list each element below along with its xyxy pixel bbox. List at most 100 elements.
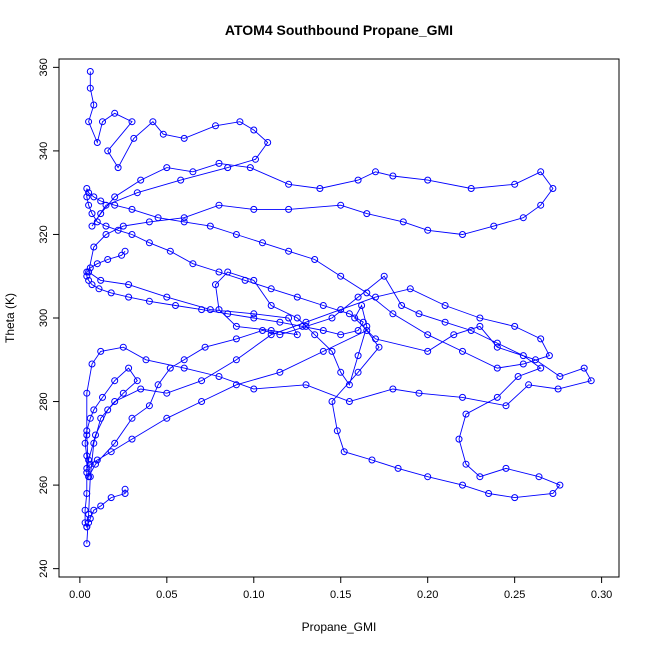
data-point [163,164,171,172]
data-point [215,373,223,380]
data-point [121,490,129,497]
data-point [363,322,371,330]
x-tick-label: 0.10 [243,589,264,601]
data-point [177,176,185,184]
data-point [354,352,362,360]
data-point [511,322,519,330]
data-point [476,314,484,322]
data-point [93,260,101,268]
data-point [264,139,272,146]
data-point [85,510,93,518]
data-point [519,352,527,360]
data-point [525,381,533,389]
data-point [111,201,119,209]
y-axis: 240 260 280 300 320 340 360 [38,58,60,578]
data-point [293,331,301,339]
data-point [519,360,527,368]
y-tick-label: 280 [38,392,50,410]
data-point [180,218,188,226]
data-point [372,335,379,343]
data-point [119,343,127,351]
data-point [441,318,449,326]
series-line [84,71,592,529]
y-axis-label: Theta (K) [3,293,17,343]
data-point [549,185,557,192]
data-point [97,502,105,510]
data-point [359,318,367,326]
data-point [319,302,327,309]
data-point [189,260,197,268]
data-point [93,456,101,464]
data-point [93,139,101,146]
data-point [535,473,543,481]
y-tick-label: 260 [38,476,50,494]
data-point [556,373,564,380]
data-point [493,343,501,351]
data-point [354,368,362,376]
data-point [424,347,432,355]
data-point [128,205,136,213]
data-point [250,205,258,213]
data-point [97,197,105,205]
data-point [389,172,397,180]
data-point [493,364,501,372]
data-point [189,168,197,176]
data-point [142,356,150,364]
data-point [363,327,371,334]
data-point [215,201,223,209]
data-point [285,180,293,188]
data-point [166,247,174,255]
data-point [354,293,362,301]
data-point [111,109,119,117]
data-point [462,410,470,418]
data-point [252,155,259,163]
data-point [250,310,258,318]
data-point [351,314,359,322]
data-point [97,347,105,355]
data-point [88,360,96,368]
data-point [83,193,91,201]
data-point [363,289,371,297]
data-point [450,331,458,339]
data-point [180,134,188,142]
data-point [111,377,119,385]
data-point [86,414,94,422]
data-point [337,331,345,339]
data-point [250,314,258,322]
data-point [302,318,310,326]
data-point [107,448,115,456]
data-point [198,377,206,385]
data-point [328,314,336,322]
data-point [198,398,206,405]
data-point [137,176,145,184]
data-point [490,222,498,230]
data-point [519,214,527,222]
data-point [424,176,432,184]
data-point [128,118,136,126]
data-point [267,331,275,339]
data-point [97,276,105,284]
y-tick-label: 240 [38,559,50,577]
data-point [415,389,423,397]
data-point [337,306,345,314]
data-point [125,281,133,289]
data-point [133,377,141,385]
data-point [459,393,466,401]
data-point [145,297,153,305]
data-point [285,247,293,255]
data-point [121,247,129,255]
data-point [118,251,126,259]
data-point [224,310,232,318]
data-point [556,481,564,489]
data-point [415,310,423,318]
data-point [293,293,301,301]
data-point [459,481,466,489]
data-point [406,285,414,293]
data-point [455,435,463,443]
data-point [95,285,103,293]
y-tick-label: 300 [38,309,50,327]
data-point [83,523,91,531]
data-point [163,293,171,301]
data-point [328,347,336,355]
data-point [302,381,310,389]
